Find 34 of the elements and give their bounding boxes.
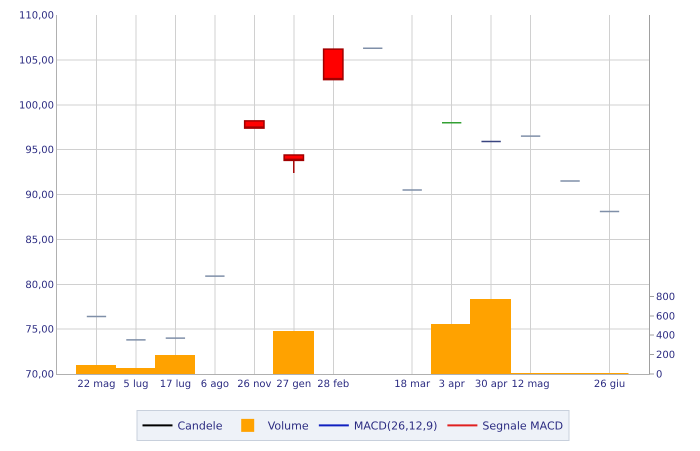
x-tick-label: 18 mar — [394, 379, 432, 390]
x-tick-label: 30 apr — [474, 379, 508, 390]
x-tick-label: 27 gen — [276, 379, 312, 390]
x-tick-label: 5 lug — [123, 379, 148, 390]
y2-tick-label: 600 — [656, 311, 676, 322]
x-tick-label: 26 nov — [237, 379, 272, 390]
legend-label: Volume — [268, 420, 309, 433]
y-tick-label: 95,00 — [25, 145, 54, 156]
x-tick-label: 26 giu — [594, 379, 626, 390]
legend-label: Segnale MACD — [482, 420, 564, 433]
candlestick — [283, 154, 304, 174]
bar — [273, 331, 314, 374]
y-tick-label: 70,00 — [25, 370, 54, 380]
x-tick-label: 22 mag — [77, 379, 116, 390]
y-tick-label: 85,00 — [25, 234, 54, 246]
x-tick-label: 28 feb — [317, 379, 350, 390]
y2-tick-label: 0 — [656, 370, 662, 380]
y-tick-label: 80,00 — [25, 280, 54, 291]
candlestick — [244, 120, 265, 129]
y-tick-label: 110,00 — [19, 10, 54, 22]
x-tick-label: 12 mag — [512, 379, 550, 390]
x-tick-label: 6 ago — [200, 379, 229, 390]
candlestick — [322, 48, 344, 80]
y-tick-label: 105,00 — [19, 55, 54, 66]
y-tick-label: 100,00 — [19, 100, 54, 112]
legend-label: MACD(26,12,9) — [354, 420, 438, 433]
x-tick-label: 3 apr — [438, 379, 466, 390]
y2-tick-label: 400 — [656, 330, 676, 342]
y-tick-label: 75,00 — [25, 324, 54, 336]
x-tick-label: 17 lug — [160, 379, 192, 390]
y2-tick-label: 200 — [656, 350, 676, 362]
y-tick-label: 90,00 — [25, 190, 54, 201]
y2-tick-label: 800 — [656, 292, 676, 303]
text: Candele — [178, 420, 223, 433]
